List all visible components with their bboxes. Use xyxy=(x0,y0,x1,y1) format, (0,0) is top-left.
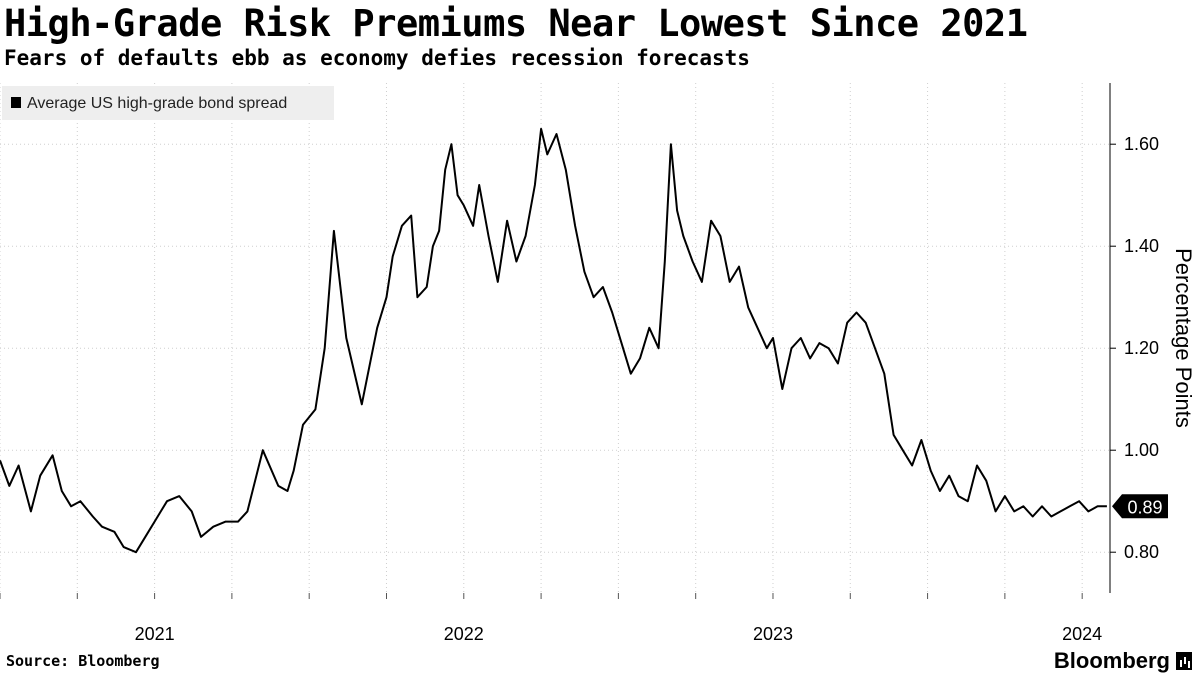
x-tick-label: 2022 xyxy=(444,624,484,644)
last-value-label: 0.89 xyxy=(1127,497,1162,517)
y-tick-label: 1.40 xyxy=(1124,236,1159,256)
x-tick-label: 2023 xyxy=(753,624,793,644)
gridlines xyxy=(0,83,1110,593)
last-value-marker: 0.89 xyxy=(1112,494,1168,519)
y-axis-title: Percentage Points xyxy=(1171,248,1196,428)
x-tick-label: 2024 xyxy=(1062,624,1102,644)
legend-label: Average US high-grade bond spread xyxy=(27,95,287,112)
y-axis: 0.80 1.00 1.20 1.40 1.60 xyxy=(1109,83,1159,593)
legend-swatch xyxy=(11,97,21,108)
y-tick-label: 1.60 xyxy=(1124,134,1159,154)
y-tick-label: 1.20 xyxy=(1124,338,1159,358)
legend: Average US high-grade bond spread xyxy=(2,86,334,120)
brand-wordmark: Bloomberg xyxy=(1053,648,1170,673)
chart-title: High-Grade Risk Premiums Near Lowest Sin… xyxy=(4,2,1028,45)
x-axis: 2021 2022 2023 2024 xyxy=(0,593,1102,644)
terminal-icon xyxy=(1176,652,1192,670)
y-tick-label: 0.80 xyxy=(1124,542,1159,562)
brand-logo: Bloomberg xyxy=(1054,648,1192,674)
source-note: Source: Bloomberg xyxy=(6,652,160,670)
series-layer xyxy=(0,127,1107,554)
chart-subtitle: Fears of defaults ebb as economy defies … xyxy=(4,46,750,70)
last-value-badge xyxy=(1112,494,1168,519)
y-tick-label: 1.00 xyxy=(1124,440,1159,460)
x-tick-label: 2021 xyxy=(135,624,175,644)
legend-background xyxy=(2,86,334,120)
series-line-high-grade-spread xyxy=(0,127,1107,554)
